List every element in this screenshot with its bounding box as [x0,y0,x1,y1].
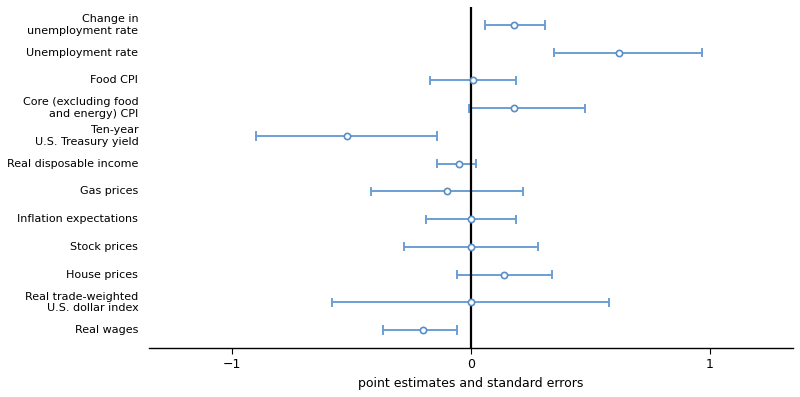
X-axis label: point estimates and standard errors: point estimates and standard errors [358,377,583,390]
